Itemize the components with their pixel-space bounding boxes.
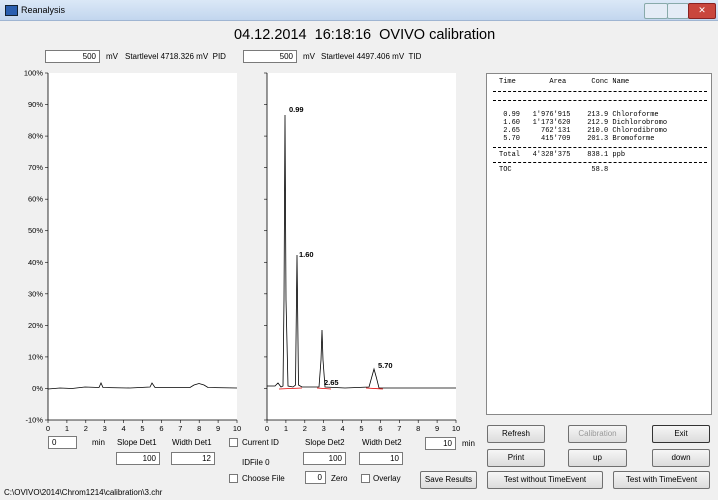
unit: mV: [303, 52, 315, 61]
trace-det2: [267, 114, 456, 389]
y-tick-label: 0%: [32, 384, 43, 393]
level-input[interactable]: 500: [243, 50, 297, 63]
separator: [493, 100, 707, 101]
label: Choose File: [242, 474, 285, 483]
end-input[interactable]: 10: [425, 437, 456, 450]
width2-input[interactable]: 10: [359, 452, 403, 465]
button[interactable]: down: [652, 449, 710, 467]
peak-label: 5.70: [378, 361, 393, 370]
app-icon: [5, 5, 18, 16]
header-title: 04.12.2014 16:18:16 OVIVO calibration: [234, 27, 496, 43]
x-tick-label: 8: [197, 424, 201, 433]
startlevel: Startlevel 4497.406 mV TID: [321, 52, 422, 61]
label: Zero: [331, 474, 348, 483]
label: Overlay: [373, 474, 401, 483]
results-toc: TOC 58.8: [499, 166, 609, 174]
x-tick-label: 9: [435, 424, 439, 433]
result-row: 5.70 415'709 201.3 Bromoforme: [499, 135, 655, 143]
y-tick-label: 70%: [28, 163, 43, 172]
label: Width Det2: [362, 438, 402, 447]
label: Slope Det1: [117, 438, 157, 447]
results-total: Total 4'328'375 838.1 ppb: [499, 151, 626, 159]
results-panel: Time Area Conc Name 0.99 1'976'915 213.9…: [486, 73, 712, 415]
x-tick-label: 3: [103, 424, 107, 433]
button[interactable]: up: [568, 449, 627, 467]
zero-input[interactable]: 0: [305, 471, 326, 484]
x-tick-label: 3: [322, 424, 326, 433]
x-tick-label: 5: [140, 424, 144, 433]
slope1-input[interactable]: 100: [116, 452, 160, 465]
label: min: [462, 439, 475, 448]
y-tick-label: 60%: [28, 195, 43, 204]
label: IDFile 0: [242, 458, 270, 467]
x-tick-label: 1: [65, 424, 69, 433]
level-input[interactable]: 500: [45, 50, 100, 63]
x-tick-label: 6: [159, 424, 163, 433]
y-tick-label: 50%: [28, 226, 43, 235]
x-tick-label: 2: [84, 424, 88, 433]
checkbox[interactable]: [361, 474, 370, 483]
button[interactable]: Refresh: [487, 425, 545, 443]
x-tick-label: 7: [397, 424, 401, 433]
result-row: 0.99 1'976'915 213.9 Chloroforme: [499, 111, 659, 119]
label: Width Det1: [172, 438, 212, 447]
x-tick-label: 10: [452, 424, 460, 433]
button[interactable]: Test with TimeEvent: [613, 471, 710, 489]
trace-det1: [47, 382, 238, 390]
plot-area: [48, 73, 237, 420]
separator: [493, 162, 707, 163]
y-tick-label: 80%: [28, 132, 43, 141]
y-tick-label: 30%: [28, 289, 43, 298]
close-button[interactable]: ✕: [688, 3, 716, 19]
y-tick-label: 10%: [28, 352, 43, 361]
peak-label: 1.60: [299, 250, 314, 259]
button[interactable]: Exit: [652, 425, 710, 443]
y-tick-label: 100%: [24, 69, 44, 78]
x-tick-label: 0: [46, 424, 50, 433]
y-tick-label: 40%: [28, 258, 43, 267]
button[interactable]: Test without TimeEvent: [487, 471, 603, 489]
x-tick-label: 10: [233, 424, 241, 433]
start-input[interactable]: 0: [48, 436, 77, 449]
separator: [493, 147, 707, 148]
slope2-input[interactable]: 100: [303, 452, 346, 465]
x-tick-label: 6: [378, 424, 382, 433]
x-tick-label: 8: [416, 424, 420, 433]
results-header: Time Area Conc Name: [499, 78, 630, 86]
label: min: [92, 438, 105, 447]
baseline-segment: [278, 387, 384, 390]
label: Slope Det2: [305, 438, 345, 447]
result-row: 1.60 1'173'620 212.9 Dichlorobromo: [499, 119, 668, 127]
title-bar: [0, 0, 718, 21]
y-tick-label: 20%: [28, 321, 43, 330]
checkbox[interactable]: [229, 438, 238, 447]
separator: [493, 91, 707, 92]
save-button[interactable]: Save Results: [420, 471, 477, 489]
x-tick-label: 9: [216, 424, 220, 433]
window-title: Reanalysis: [21, 5, 66, 15]
width1-input[interactable]: 12: [171, 452, 215, 465]
startlevel: Startlevel 4718.326 mV PID: [125, 52, 226, 61]
x-tick-label: 1: [284, 424, 288, 433]
unit: mV: [106, 52, 118, 61]
x-tick-label: 4: [122, 424, 126, 433]
y-tick-label: 90%: [28, 100, 43, 109]
peak-label: 0.99: [289, 105, 304, 114]
label: Current ID: [242, 438, 279, 447]
x-tick-label: 5: [359, 424, 363, 433]
y-tick-label: -10%: [25, 416, 43, 425]
status-path: C:\OVIVO\2014\Chrom1214\calibration\3.ch…: [4, 488, 163, 497]
button[interactable]: Print: [487, 449, 545, 467]
button[interactable]: Calibration: [568, 425, 627, 443]
peak-label: 2.65: [324, 378, 339, 387]
result-row: 2.65 762'131 210.0 Chlorodibromo: [499, 127, 668, 135]
x-tick-label: 0: [265, 424, 269, 433]
x-tick-label: 4: [341, 424, 345, 433]
x-tick-label: 7: [178, 424, 182, 433]
checkbox[interactable]: [229, 474, 238, 483]
x-tick-label: 2: [303, 424, 307, 433]
